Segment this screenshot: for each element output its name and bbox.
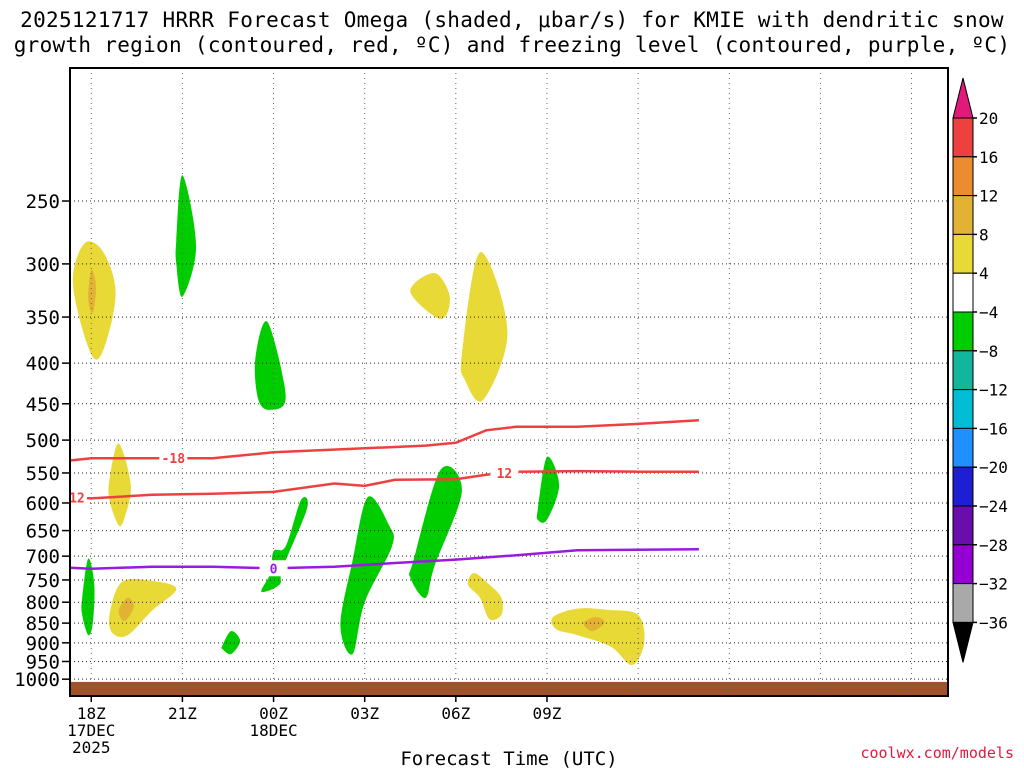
omega-region-9	[261, 496, 308, 593]
colorbar-label: −8	[979, 342, 998, 361]
colorbar-label: −16	[979, 419, 1008, 438]
colorbar-label: 20	[979, 109, 998, 128]
omega-region-10	[340, 496, 394, 655]
x-tick-label: 21Z	[168, 704, 197, 723]
omega-region-13	[460, 252, 508, 402]
dgz-minus12-2-label: 12	[497, 467, 513, 482]
omega-region-16	[551, 608, 645, 666]
y-tick-label: 650	[26, 521, 60, 543]
colorbar-swatch	[952, 583, 974, 623]
dgz-minus18-label-bg	[159, 450, 188, 467]
colorbar-label: −36	[979, 613, 1008, 632]
colorbar-swatch	[952, 195, 974, 235]
y-tick-label: 550	[26, 463, 60, 485]
omega-region-8	[254, 321, 286, 410]
colorbar-label: −4	[979, 303, 998, 322]
omega-region-14	[467, 573, 503, 621]
omega-region-2	[108, 443, 131, 527]
y-tick-label: 700	[26, 546, 60, 568]
colorbar-swatch	[952, 466, 974, 507]
omega-region-5	[81, 558, 95, 636]
y-tick-label: 350	[26, 307, 60, 329]
colorbar-label: 16	[979, 148, 998, 167]
y-tick-label: 750	[26, 570, 60, 592]
x-tick-label: 18Z	[77, 704, 106, 723]
colorbar-swatch	[952, 272, 974, 313]
y-tick-label: 900	[26, 633, 60, 655]
credit-link[interactable]: coolwx.com/models	[860, 744, 1014, 762]
colorbar-label: 4	[979, 264, 989, 283]
colorbar-label: −12	[979, 381, 1008, 400]
colorbar-label: −28	[979, 536, 1008, 555]
x-tick-label: 06Z	[441, 704, 470, 723]
colorbar-swatch	[952, 350, 974, 391]
colorbar-swatch	[952, 117, 974, 158]
chart-title-line2: growth region (contoured, red, ºC) and f…	[13, 33, 1011, 57]
colorbar-label: −20	[979, 458, 1008, 477]
colorbar-swatch	[952, 311, 974, 352]
colorbar-swatch	[952, 544, 974, 585]
dgz-minus12-2-label-bg	[490, 464, 519, 481]
x-tick-label: 17DEC	[67, 721, 115, 740]
colorbar-swatch	[952, 389, 974, 429]
chart-title-line1: 2025121717 HRRR Forecast Omega (shaded, …	[20, 8, 1004, 32]
x-tick-label: 09Z	[533, 704, 562, 723]
omega-region-15	[536, 456, 560, 523]
colorbar-swatch	[952, 156, 974, 197]
y-tick-label: 1000	[14, 669, 60, 691]
x-tick-label: 03Z	[350, 704, 379, 723]
dgz-minus18-line	[70, 418, 699, 462]
colorbar-swatch	[952, 427, 974, 468]
colorbar-label: 12	[979, 187, 998, 206]
colorbar-label: −32	[979, 575, 1008, 594]
y-tick-label: 600	[26, 493, 60, 515]
omega-region-6	[175, 175, 197, 298]
omega-region-17	[583, 616, 605, 632]
y-tick-label: 850	[26, 613, 60, 635]
terrain-fill	[70, 681, 948, 696]
colorbar-top-arrow	[952, 77, 974, 119]
x-tick-label: 00Z	[259, 704, 288, 723]
dgz-minus12-label-bg	[70, 489, 88, 506]
freezing-level-line	[70, 547, 699, 570]
colorbar-label: −24	[979, 497, 1008, 516]
dgz-minus18-label: -18	[162, 452, 186, 467]
y-tick-label: 800	[26, 592, 60, 614]
colorbar-swatch	[952, 233, 974, 274]
y-tick-label: 450	[26, 394, 60, 416]
y-tick-label: 950	[26, 651, 60, 673]
colorbar-label: 8	[979, 225, 989, 244]
y-tick-label: 300	[26, 254, 60, 276]
omega-region-3	[108, 578, 177, 637]
omega-region-1	[88, 269, 96, 313]
y-tick-label: 250	[26, 191, 60, 213]
colorbar-bottom-arrow	[952, 621, 974, 663]
dgz-minus12-line	[70, 469, 699, 500]
y-tick-label: 500	[26, 430, 60, 452]
y-tick-label: 400	[26, 353, 60, 375]
dgz-minus12-label: -12	[61, 492, 84, 507]
colorbar-swatch	[952, 505, 974, 546]
freezing-level-label-bg	[259, 560, 288, 577]
x-tick-label: 2025	[72, 738, 111, 757]
freezing-level-label: 0	[270, 562, 278, 577]
x-axis-label: Forecast Time (UTC)	[400, 748, 617, 768]
omega-region-12	[410, 272, 450, 320]
omega-region-11	[408, 465, 462, 599]
x-tick-label: 18DEC	[249, 721, 297, 740]
plot-frame	[69, 67, 949, 697]
omega-region-4	[118, 597, 134, 622]
